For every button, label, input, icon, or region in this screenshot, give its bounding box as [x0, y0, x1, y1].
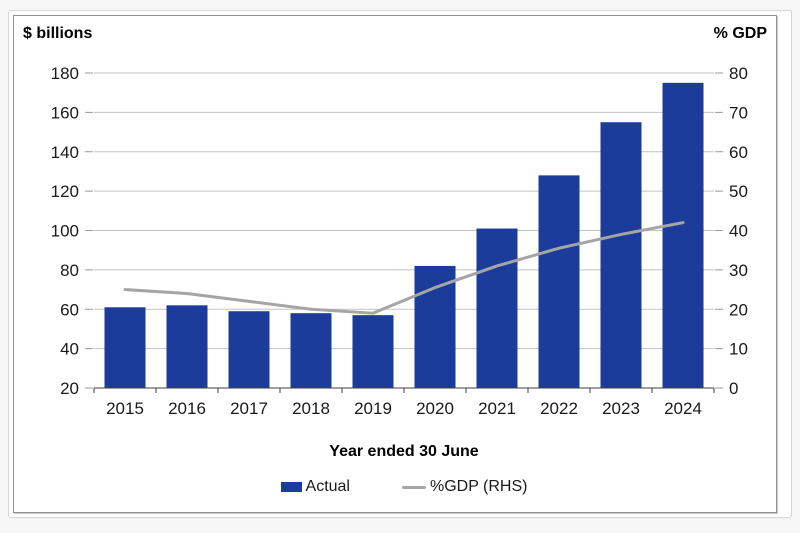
bar-2021: [476, 228, 518, 388]
left-tick-label: 80: [60, 261, 79, 280]
chart-frame: $ billions % GDP 180 80 160 70 140 60 120 50 100…: [13, 15, 777, 513]
bar-2022: [538, 175, 580, 388]
bar-2019: [352, 315, 394, 388]
right-tick-label: 80: [729, 64, 748, 83]
left-axis-title: $ billions: [23, 25, 93, 42]
left-tick-label: 60: [60, 300, 79, 319]
x-axis-title: Year ended 30 June: [329, 443, 479, 460]
left-tick-label: 120: [51, 182, 79, 201]
right-tick-label: 20: [729, 300, 748, 319]
left-tick-label: 40: [60, 340, 79, 359]
gdp-line: [123, 221, 685, 315]
left-tick-label: 20: [60, 379, 79, 398]
left-tick-label: 160: [51, 103, 79, 122]
legend-label-actual: Actual: [305, 478, 350, 495]
x-tick-label: 2019: [354, 399, 392, 418]
x-tick-label: 2023: [602, 399, 640, 418]
right-tick-label: 70: [729, 103, 748, 122]
bar-2020: [414, 265, 456, 388]
x-tick-label: 2021: [478, 399, 516, 418]
legend: Actual %GDP (RHS): [94, 476, 714, 498]
right-tick-label: 50: [729, 182, 748, 201]
left-tick-label: 100: [51, 222, 79, 241]
x-tick-label: 2018: [292, 399, 330, 418]
left-tick-label: 180: [51, 64, 79, 83]
x-tick-label: 2016: [168, 399, 206, 418]
x-tick-label: 2017: [230, 399, 268, 418]
bar-2017: [228, 311, 270, 388]
line-series-swatch: [401, 485, 426, 489]
chart-plot-area: 180 80 160 70 140 60 120 50 100 40 80 30 60 20 40 10 20 0…: [51, 64, 748, 418]
figure-container: $ billions % GDP 180 80 160 70 140 60 120 50 100…: [8, 10, 792, 518]
left-tick-label: 140: [51, 143, 79, 162]
bar-2016: [166, 305, 208, 388]
x-tick-label: 2015: [106, 399, 144, 418]
bar-2024: [662, 82, 704, 388]
legend-item-gdp: %GDP (RHS): [401, 478, 528, 496]
x-tick-label: 2024: [664, 399, 702, 418]
right-tick-label: 10: [729, 340, 748, 359]
bar-2015: [104, 307, 146, 388]
bar-2018: [290, 313, 332, 388]
right-tick-label: 30: [729, 261, 748, 280]
legend-label-gdp: %GDP (RHS): [429, 478, 528, 495]
bar-series-swatch: [280, 482, 302, 492]
right-tick-label: 40: [729, 222, 748, 241]
bar-2023: [600, 122, 642, 388]
right-axis-title: % GDP: [713, 25, 767, 42]
x-tick-label: 2020: [416, 399, 454, 418]
legend-item-actual: Actual: [280, 478, 350, 496]
right-tick-label: 60: [729, 143, 748, 162]
right-tick-label: 0: [729, 379, 738, 398]
x-tick-label: 2022: [540, 399, 578, 418]
